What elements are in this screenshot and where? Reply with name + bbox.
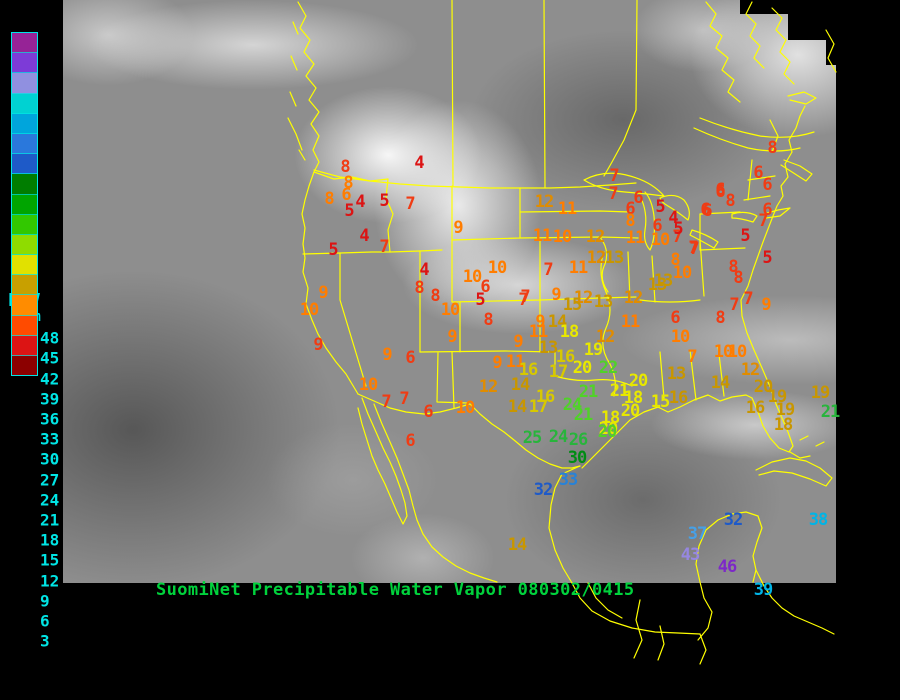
legend-color-segment	[12, 214, 37, 235]
map-title: SuomiNet Precipitable Water Vapor 080302…	[156, 580, 635, 600]
image-edge-notch	[826, 40, 836, 65]
legend-tick-label: 3	[40, 631, 50, 651]
legend-tick-label: 39	[40, 389, 60, 409]
legend-color-segment	[12, 53, 37, 74]
legend-color-segment	[12, 275, 37, 296]
station-value: 39	[753, 580, 774, 600]
legend-color-segment	[12, 33, 37, 54]
image-edge-notch	[740, 0, 836, 14]
legend-color-segment	[12, 356, 37, 376]
legend-color-segment	[12, 255, 37, 276]
legend-tick-label: 24	[40, 490, 60, 510]
legend-tick-label: 30	[40, 449, 60, 469]
legend-color-segment	[12, 154, 37, 175]
legend-color-segment	[12, 73, 37, 94]
legend-tick-label: 48	[40, 328, 60, 348]
legend-tick-label: 12	[40, 571, 60, 591]
legend-color-segment	[12, 113, 37, 134]
legend-tick-label: 42	[40, 369, 60, 389]
legend-color-segment	[12, 93, 37, 114]
legend-tick-label: 9	[40, 591, 50, 611]
legend-color-segment	[12, 174, 37, 195]
legend-tick-label: 21	[40, 510, 60, 530]
legend-tick-label: 33	[40, 429, 60, 449]
legend-tick-label: 45	[40, 348, 60, 368]
legend-color-bar	[11, 32, 38, 377]
legend-color-segment	[12, 234, 37, 256]
legend-tick-label: 6	[40, 611, 50, 631]
legend-tick-label: 36	[40, 409, 60, 429]
legend-color-segment	[12, 194, 37, 215]
legend-tick-label: 27	[40, 470, 60, 490]
legend-color-segment	[12, 335, 37, 356]
legend-color-segment	[12, 295, 37, 316]
legend-color-segment	[12, 315, 37, 336]
legend-color-segment	[12, 133, 37, 155]
satellite-image	[63, 0, 836, 583]
image-edge-notch	[788, 14, 836, 40]
legend-tick-label: 18	[40, 530, 60, 550]
legend-tick-label: 15	[40, 550, 60, 570]
